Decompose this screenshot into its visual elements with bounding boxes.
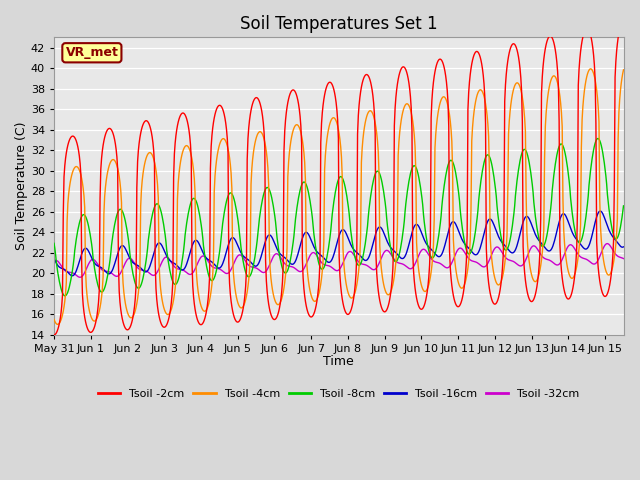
Text: VR_met: VR_met	[65, 46, 118, 59]
X-axis label: Time: Time	[323, 355, 354, 368]
Y-axis label: Soil Temperature (C): Soil Temperature (C)	[15, 122, 28, 251]
Legend: Tsoil -2cm, Tsoil -4cm, Tsoil -8cm, Tsoil -16cm, Tsoil -32cm: Tsoil -2cm, Tsoil -4cm, Tsoil -8cm, Tsoi…	[93, 385, 584, 404]
Title: Soil Temperatures Set 1: Soil Temperatures Set 1	[240, 15, 438, 33]
